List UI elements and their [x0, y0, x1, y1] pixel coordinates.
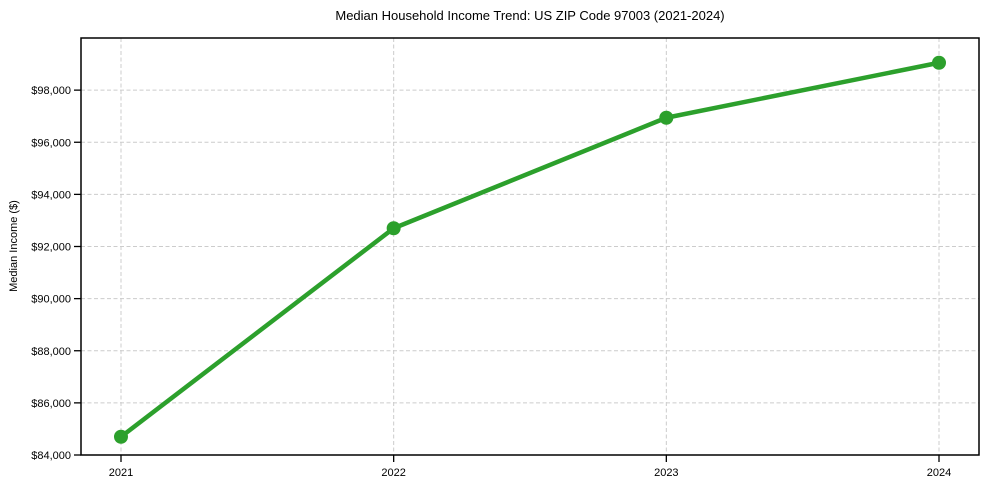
- x-tick-label: 2024: [927, 467, 951, 479]
- y-tick-label: $92,000: [31, 242, 71, 254]
- y-tick-label: $96,000: [31, 137, 71, 149]
- y-axis-label: Median Income ($): [8, 200, 20, 292]
- y-tick-label: $94,000: [31, 189, 71, 201]
- data-point-marker: [386, 221, 401, 236]
- y-tick-label: $98,000: [31, 85, 71, 97]
- y-tick-label: $86,000: [31, 398, 71, 410]
- chart-title: Median Household Income Trend: US ZIP Co…: [335, 8, 725, 23]
- y-tick-label: $88,000: [31, 346, 71, 358]
- data-point-marker: [932, 55, 946, 70]
- trend-line: [118, 60, 942, 440]
- x-tick-label: 2021: [109, 467, 133, 479]
- data-point-marker: [659, 110, 674, 125]
- y-tick-label: $84,000: [31, 450, 71, 462]
- y-tick-label: $90,000: [31, 294, 71, 306]
- data-point-marker: [114, 429, 128, 444]
- x-tick-label: 2022: [381, 467, 405, 479]
- x-tick-label: 2023: [654, 467, 678, 479]
